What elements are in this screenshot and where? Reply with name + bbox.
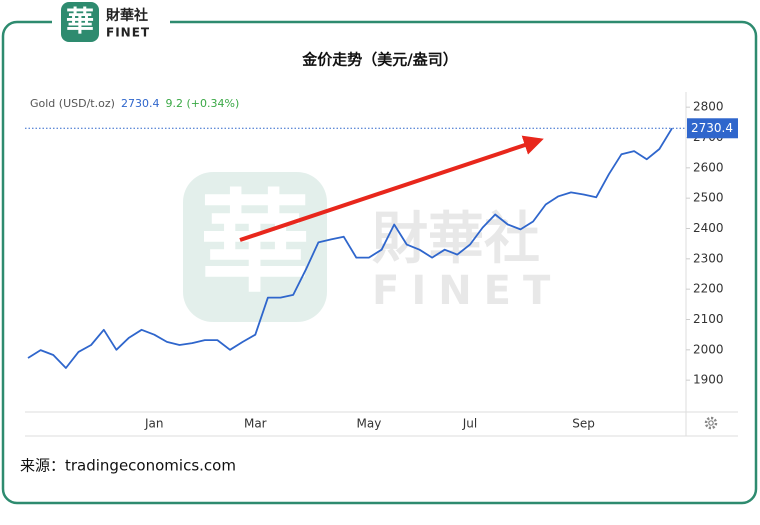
settings-icon[interactable] bbox=[704, 416, 718, 430]
trend-arrow bbox=[239, 135, 544, 242]
legend-change: 9.2 (+0.34%) bbox=[166, 97, 240, 110]
y-tick-label: 2300 bbox=[693, 251, 724, 265]
legend-value: 2730.4 bbox=[121, 97, 160, 110]
y-tick-label: 2500 bbox=[693, 191, 724, 205]
x-tick-label: Jan bbox=[144, 417, 164, 431]
watermark-mark: 華 bbox=[200, 178, 310, 307]
logo-en: FINET bbox=[106, 26, 150, 40]
watermark-badge bbox=[183, 172, 327, 322]
logo-badge bbox=[61, 2, 99, 42]
x-tick-label: Sep bbox=[572, 417, 595, 431]
y-tick-label: 1900 bbox=[693, 373, 724, 387]
card-frame bbox=[1, 20, 758, 505]
y-tick-label: 2600 bbox=[693, 160, 724, 174]
last-value-badge bbox=[687, 118, 738, 139]
watermark-name: 財華社 bbox=[372, 207, 540, 272]
y-tick-label: 2000 bbox=[693, 342, 724, 356]
x-tick-label: Jul bbox=[462, 417, 477, 431]
watermark-en: FINET bbox=[372, 268, 562, 314]
x-tick-label: May bbox=[357, 417, 382, 431]
logo-name: 財華社 bbox=[105, 7, 148, 24]
x-tick-label: Mar bbox=[244, 417, 267, 431]
price-line bbox=[27, 127, 673, 369]
y-tick-label: 2200 bbox=[693, 282, 724, 296]
legend-name: Gold (USD/t.oz) bbox=[30, 97, 115, 110]
last-value-label: 2730.4 bbox=[691, 121, 733, 135]
y-tick-label: 2800 bbox=[693, 100, 724, 114]
source: 来源：tradingeconomics.com bbox=[20, 457, 236, 475]
watermark: 華 財華社 FINET bbox=[183, 172, 562, 322]
y-tick-label: 2400 bbox=[693, 221, 724, 235]
logo-mark: 華 bbox=[66, 5, 94, 38]
chart-title: 金价走势（美元/盎司） bbox=[301, 51, 457, 69]
y-tick-label: 2100 bbox=[693, 312, 724, 326]
